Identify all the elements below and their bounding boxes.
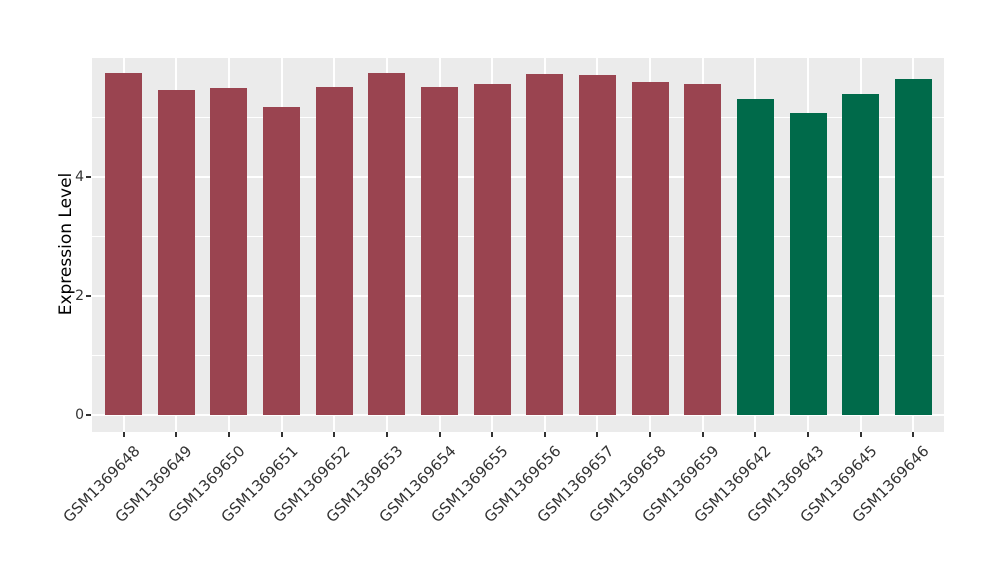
bar-GSM1369646 — [894, 79, 932, 415]
major-gridline-y-6 — [92, 56, 944, 59]
bar-GSM1369643 — [789, 112, 827, 415]
x-tick-mark-GSM1369643 — [807, 432, 810, 437]
x-tick-mark-GSM1369657 — [596, 432, 599, 437]
bar-GSM1369654 — [421, 87, 458, 415]
x-tick-mark-GSM1369658 — [649, 432, 652, 437]
y-tick-label-4: 4 — [75, 168, 84, 185]
x-tick-mark-GSM1369650 — [227, 432, 230, 437]
bar-GSM1369650 — [210, 88, 248, 415]
y-tick-label-2: 2 — [75, 287, 84, 304]
bar-GSM1369645 — [842, 94, 880, 415]
x-tick-mark-GSM1369659 — [701, 432, 704, 437]
bar-GSM1369649 — [157, 89, 195, 415]
bar-GSM1369658 — [631, 82, 669, 415]
major-gridline-y-4 — [92, 175, 944, 178]
minor-gridline-y-5 — [92, 116, 944, 118]
plot-panel — [92, 56, 944, 432]
x-tick-mark-GSM1369655 — [491, 432, 494, 437]
x-tick-mark-GSM1369654 — [438, 432, 441, 437]
x-tick-mark-GSM1369642 — [754, 432, 757, 437]
bar-GSM1369653 — [368, 73, 406, 415]
bar-GSM1369652 — [315, 87, 353, 415]
bar-GSM1369656 — [526, 74, 564, 415]
bar-GSM1369648 — [105, 73, 143, 415]
bar-GSM1369657 — [578, 75, 616, 415]
y-tick-label-0: 0 — [75, 407, 84, 423]
x-tick-mark-GSM1369645 — [859, 432, 862, 437]
x-tick-mark-GSM1369651 — [280, 432, 283, 437]
major-gridline-y-2 — [92, 294, 944, 297]
minor-gridline-y-3 — [92, 235, 944, 237]
y-tick-mark-2 — [86, 294, 91, 297]
x-tick-mark-GSM1369653 — [385, 432, 388, 437]
x-tick-mark-GSM1369646 — [912, 432, 915, 437]
y-tick-mark-4 — [86, 175, 91, 178]
x-tick-mark-GSM1369656 — [543, 432, 546, 437]
x-tick-mark-GSM1369649 — [175, 432, 178, 437]
bar-GSM1369659 — [684, 83, 722, 415]
bar-GSM1369655 — [473, 84, 511, 415]
x-tick-mark-GSM1369648 — [122, 432, 125, 437]
minor-gridline-y-1 — [92, 354, 944, 356]
x-tick-mark-GSM1369652 — [333, 432, 336, 437]
bar-GSM1369642 — [736, 98, 774, 415]
major-gridline-y-0 — [92, 414, 944, 416]
y-tick-mark-0 — [86, 414, 91, 416]
bar-GSM1369651 — [263, 106, 301, 415]
